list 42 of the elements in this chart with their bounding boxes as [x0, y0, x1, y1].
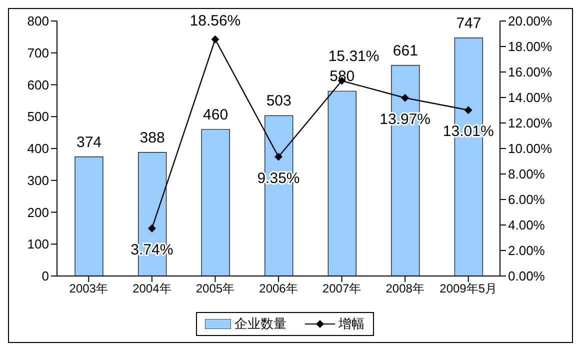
y-tick-label: 0 [42, 268, 49, 284]
point [148, 224, 156, 232]
y-tick-label: 300 [27, 172, 49, 188]
data-label: 503 [266, 92, 292, 110]
y2-tick-label: 10.00% [508, 141, 553, 156]
y2-tick-label: 0.00% [508, 268, 546, 284]
y-tick-label: 500 [27, 109, 49, 124]
y-tick-label: 700 [27, 45, 49, 60]
x-tick-label: 2007年 [322, 282, 362, 296]
legend-label: 企业数量 [234, 315, 286, 333]
x-tick-label: 2005年 [196, 282, 235, 296]
y2-tick-label: 14.00% [508, 90, 553, 106]
x-tick-label: 2003年 [69, 282, 108, 296]
y-tick-label: 100 [27, 236, 49, 252]
data-label: 747 [456, 14, 482, 32]
y2-tick-label: 4.00% [508, 218, 546, 233]
y2-tick-label: 12.00% [508, 116, 553, 131]
data-label: 15.31% [328, 48, 380, 65]
data-label: 388 [140, 129, 165, 146]
y-tick-label: 200 [27, 204, 49, 220]
point [274, 152, 282, 161]
data-label: 18.56% [190, 12, 241, 30]
y2-tick-label: 8.00% [508, 166, 546, 182]
legend-label: 增幅 [338, 315, 364, 333]
y2-tick-label: 2.00% [508, 243, 546, 258]
y-tick-label: 800 [27, 14, 49, 29]
point [464, 106, 472, 114]
y2-tick-label: 6.00% [508, 192, 546, 208]
y2-tick-label: 20.00% [508, 14, 553, 29]
x-tick-label: 2006年 [259, 282, 298, 296]
y2-tick-label: 18.00% [508, 39, 553, 54]
data-label: 460 [203, 106, 228, 124]
data-label: 661 [392, 42, 418, 60]
x-tick-label: 2008年 [386, 282, 424, 296]
point [211, 35, 220, 44]
data-label: 374 [76, 134, 102, 151]
x-tick-label: 2009年5月 [440, 282, 498, 296]
y2-tick-label: 16.00% [508, 64, 553, 80]
point [401, 94, 410, 102]
y-tick-label: 400 [27, 141, 49, 156]
x-tick-label: 2004年 [132, 282, 172, 296]
y-tick-label: 600 [27, 77, 49, 92]
